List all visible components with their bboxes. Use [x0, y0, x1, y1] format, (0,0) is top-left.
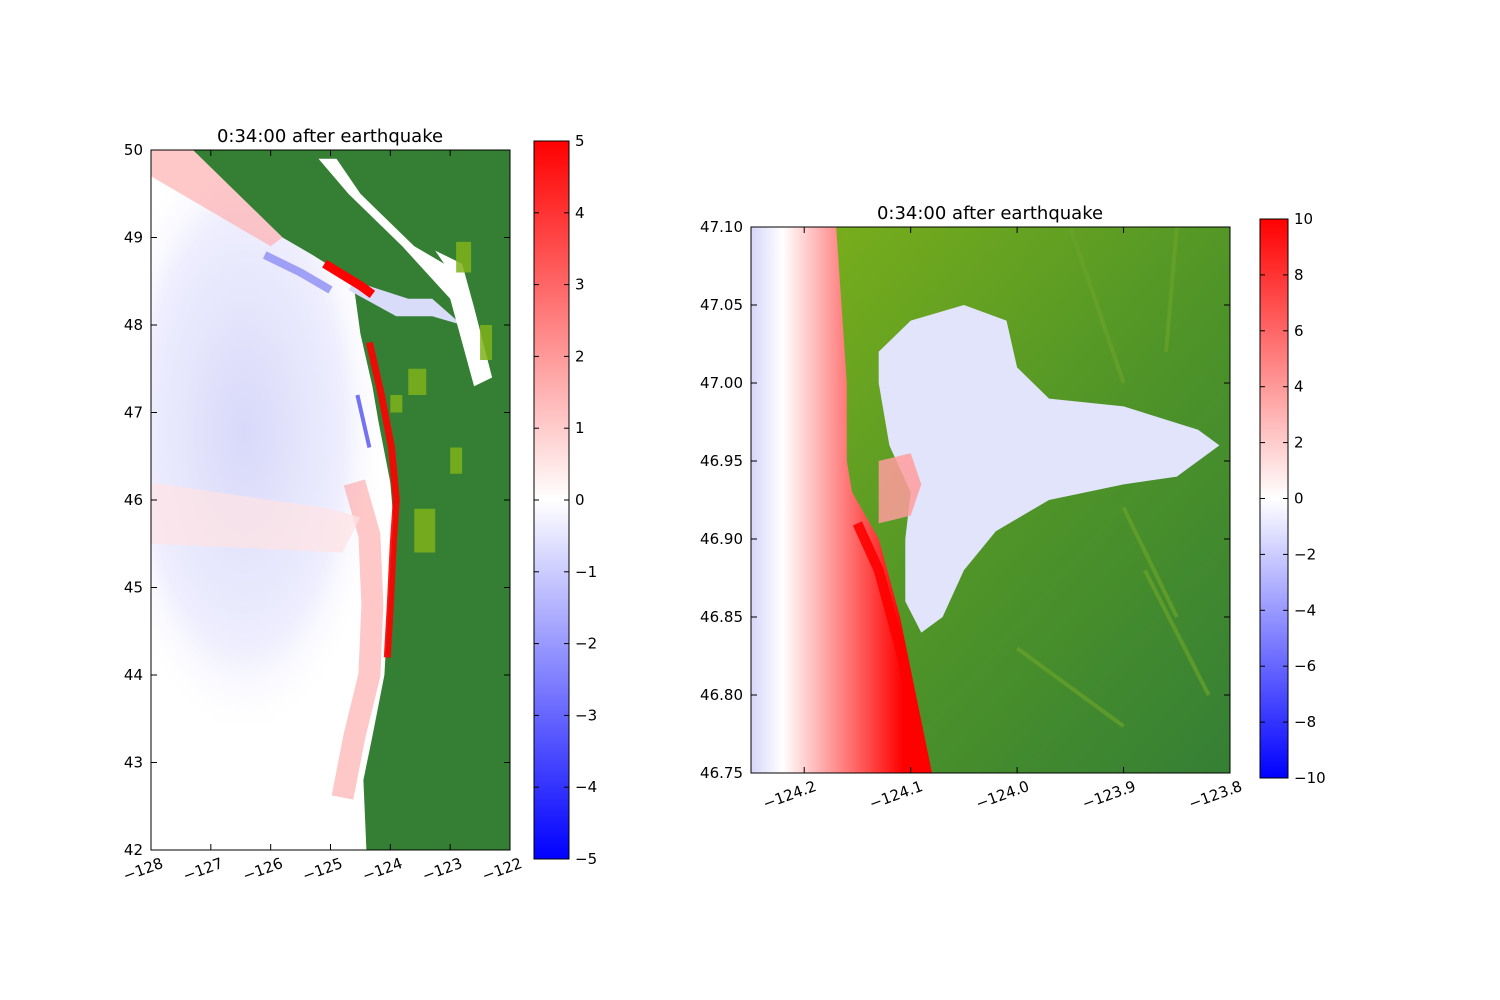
y-tick-label: 46.90 [700, 530, 743, 548]
right-map-panel: 0:34:00 after earthquake −124.2 −124.1 −12… [700, 203, 1326, 813]
y-tick-label: 46 [124, 491, 143, 509]
right-relief-streak [1143, 569, 1211, 696]
x-tick-label: −124.1 [867, 777, 925, 813]
colorbar-tick-label: −2 [575, 635, 597, 653]
y-tick-label: 46.95 [700, 452, 743, 470]
colorbar-tick-label: −8 [1294, 713, 1316, 731]
left-map-title: 0:34:00 after earthquake [217, 126, 443, 147]
y-tick-label: 48 [124, 316, 143, 334]
left-trough-north [262, 251, 333, 294]
colorbar-tick-label: 2 [1294, 434, 1304, 452]
x-tick-label: −122 [480, 854, 525, 885]
right-ocean-wave [751, 227, 932, 773]
left-northwest-crest [151, 150, 283, 247]
y-tick-label: 46.85 [700, 608, 743, 626]
right-relief-streak [1164, 227, 1179, 352]
colorbar-tick-label: 0 [1294, 490, 1304, 508]
colorbar-tick-label: −5 [575, 850, 597, 868]
right-map-layers [751, 227, 1220, 773]
colorbar-tick-label: −4 [1294, 601, 1316, 619]
y-tick-label: 47 [124, 404, 143, 422]
y-tick-label: 49 [124, 229, 143, 247]
left-wave-pink-band [331, 479, 384, 800]
x-tick-label: −126 [240, 854, 285, 885]
colorbar-tick-label: −10 [1294, 769, 1326, 787]
left-colorbar [533, 140, 570, 860]
y-tick-label: 42 [124, 841, 143, 859]
y-tick-label: 50 [124, 141, 143, 159]
y-tick-label: 47.00 [700, 374, 743, 392]
colorbar-tick-label: 2 [575, 347, 585, 365]
y-tick-label: 44 [124, 666, 143, 684]
y-tick-label: 47.10 [700, 218, 743, 236]
left-mainland-inlet [330, 150, 445, 264]
left-wave-crest-strait [322, 259, 376, 299]
x-tick-label: −124.0 [973, 777, 1031, 813]
y-tick-label: 47.05 [700, 296, 743, 314]
right-relief-streak [1015, 646, 1125, 728]
left-map-panel: 0:34:00 after earthquake −128 −127 −126 −12… [121, 126, 597, 885]
x-tick-label: −127 [180, 854, 225, 885]
colorbar-tick-label: 6 [1294, 322, 1304, 340]
x-tick-label: −124.2 [760, 777, 818, 813]
left-puget-dry-cells [318, 158, 493, 387]
colorbar-tick-label: −3 [575, 706, 597, 724]
colorbar-tick-label: 4 [575, 204, 585, 222]
right-map-frame [750, 226, 1231, 774]
left-strait-water [348, 281, 463, 325]
right-wave-crest-band [852, 521, 932, 773]
left-light-land-patch [414, 508, 436, 553]
colorbar-tick-label: −4 [575, 778, 597, 796]
right-bay-water [878, 305, 1220, 633]
left-colorbar-ticks: −5 −4 −3 −2 −1 0 1 2 3 4 5 [534, 132, 597, 868]
left-light-land-patch [408, 368, 427, 395]
colorbar-tick-label: 3 [575, 276, 585, 294]
left-mid-pink-zone [151, 482, 361, 553]
colorbar-tick-label: −6 [1294, 657, 1316, 675]
right-relief-streak [1068, 227, 1126, 384]
left-trough-coast [355, 394, 372, 448]
y-tick-label: 46.80 [700, 686, 743, 704]
right-map-plot-area [751, 227, 1230, 773]
left-light-land-patch [390, 395, 403, 413]
colorbar-tick-label: 8 [1294, 266, 1304, 284]
x-tick-label: −124 [360, 854, 405, 885]
right-map-title: 0:34:00 after earthquake [877, 203, 1103, 224]
right-relief-streak [1121, 506, 1179, 618]
colorbar-tick-label: 1 [575, 419, 585, 437]
colorbar-tick-label: −2 [1294, 545, 1316, 563]
colorbar-tick-label: 0 [575, 491, 585, 509]
colorbar-tick-label: 5 [575, 132, 585, 150]
left-light-land-patch [450, 447, 463, 474]
right-bay-entrance-surge [878, 453, 922, 524]
y-tick-label: 46.75 [700, 764, 743, 782]
colorbar-tick-label: 10 [1294, 210, 1313, 228]
x-tick-label: −123.8 [1186, 777, 1244, 813]
x-tick-label: −123 [420, 854, 465, 885]
colorbar-tick-label: 4 [1294, 378, 1304, 396]
left-light-land-patch [456, 241, 472, 273]
left-map-plot-area [151, 150, 510, 850]
left-light-land-patch [480, 325, 493, 360]
x-tick-label: −125 [300, 854, 345, 885]
colorbar-tick-label: −1 [575, 563, 597, 581]
y-tick-label: 43 [124, 754, 143, 772]
y-tick-label: 45 [124, 579, 143, 597]
left-wave-crest-coast [365, 341, 400, 658]
left-map-layers [151, 150, 510, 850]
right-colorbar-ticks: −10 −8 −6 −4 −2 0 2 4 6 8 10 [1260, 210, 1326, 787]
x-tick-label: −123.9 [1080, 777, 1138, 813]
